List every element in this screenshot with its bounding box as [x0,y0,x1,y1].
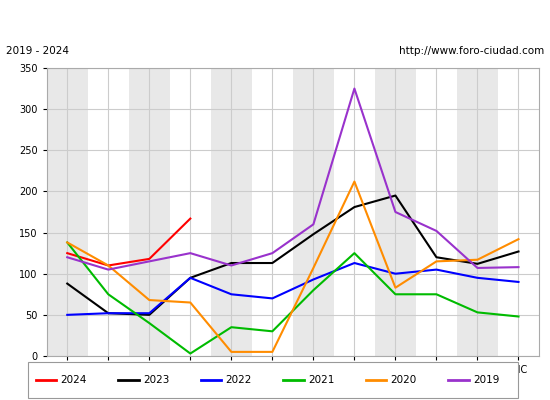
Bar [170,68,211,356]
Bar [416,68,457,356]
Bar [252,68,293,356]
Bar [457,68,498,356]
Text: http://www.foro-ciudad.com: http://www.foro-ciudad.com [399,46,544,56]
Text: Evolucion Nº Turistas Extranjeros en el municipio de Jaraíz de la Vera: Evolucion Nº Turistas Extranjeros en el … [32,12,518,26]
Bar [334,68,375,356]
Bar [293,68,334,356]
Text: 2022: 2022 [226,375,252,385]
Text: 2019 - 2024: 2019 - 2024 [6,46,69,56]
Bar [88,68,129,356]
Text: 2019: 2019 [473,375,499,385]
Text: 2023: 2023 [143,375,169,385]
Text: 2021: 2021 [308,375,334,385]
Text: 2024: 2024 [60,375,87,385]
Bar [375,68,416,356]
Bar [498,68,539,356]
FancyBboxPatch shape [28,362,518,398]
Bar [211,68,252,356]
Bar [47,68,88,356]
Bar [129,68,170,356]
Text: 2020: 2020 [390,375,417,385]
